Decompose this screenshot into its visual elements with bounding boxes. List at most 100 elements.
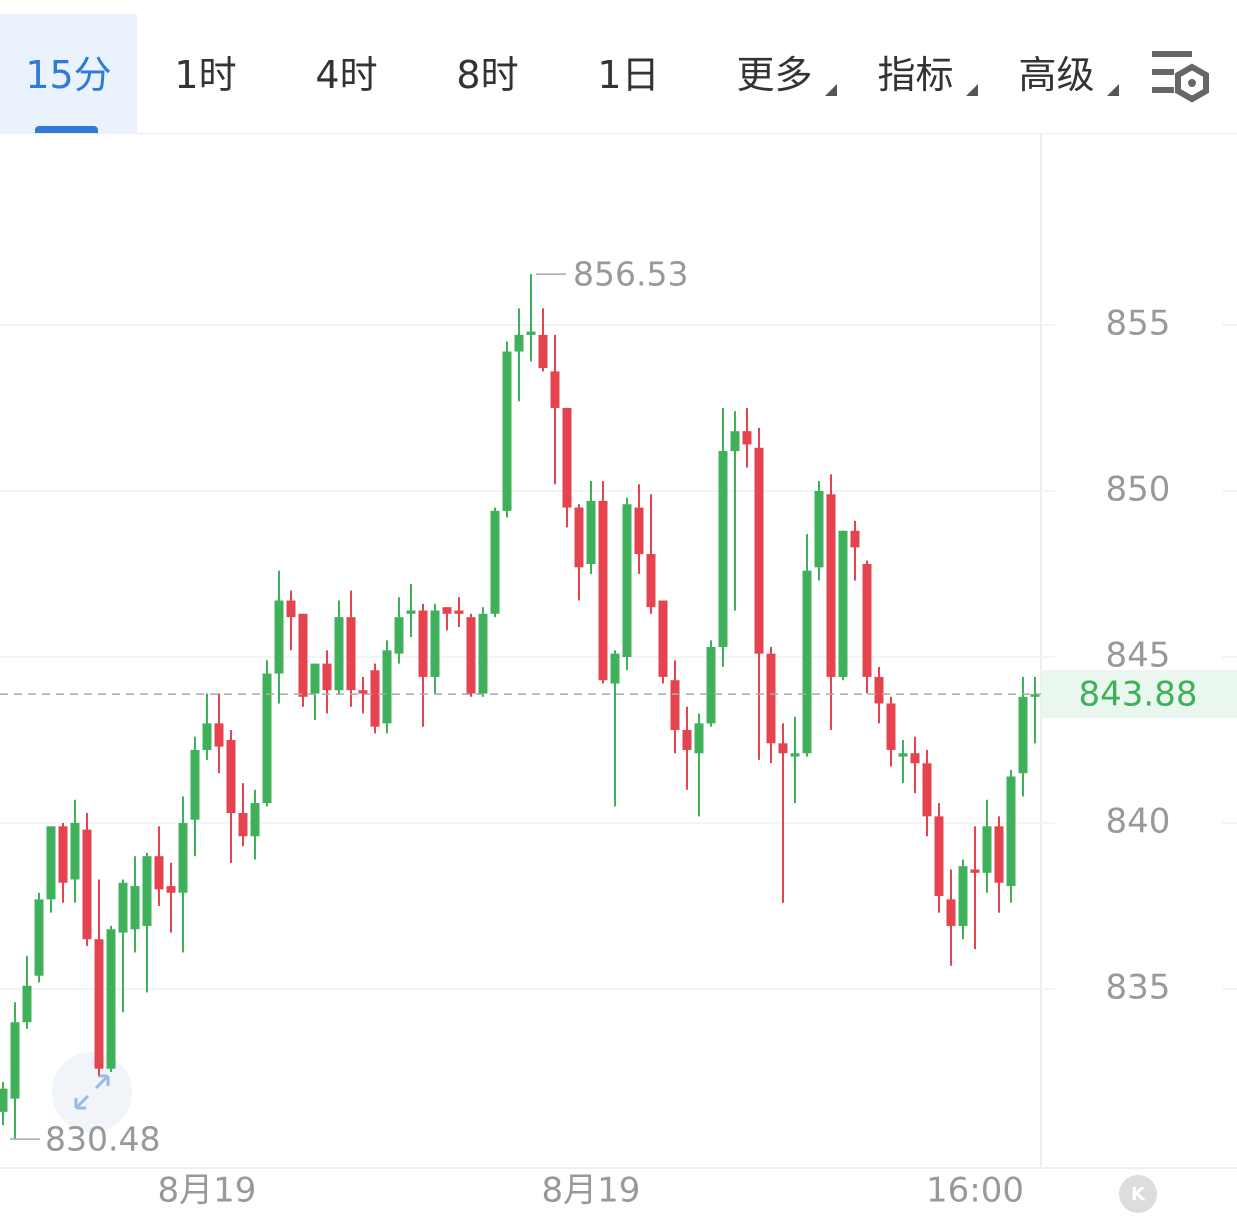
tab[interactable]: 更多 bbox=[706, 14, 843, 133]
tab-label: 15分 bbox=[25, 53, 112, 97]
candle-body bbox=[562, 407, 572, 508]
candle-body bbox=[550, 371, 560, 408]
candle-body bbox=[670, 680, 680, 731]
candle-body bbox=[1006, 776, 1016, 887]
candle-body bbox=[646, 554, 656, 608]
candle-body bbox=[634, 507, 644, 555]
tab[interactable]: 15分 bbox=[0, 14, 137, 133]
candle-body bbox=[874, 676, 884, 704]
candle-body bbox=[154, 856, 164, 890]
y-tick-label: 840 bbox=[1106, 802, 1171, 842]
candle-body bbox=[766, 653, 776, 744]
candle-body bbox=[202, 723, 212, 750]
candle-body bbox=[310, 663, 320, 694]
high-label: 856.53 bbox=[573, 255, 688, 294]
candle-body bbox=[922, 763, 932, 817]
candle-body bbox=[382, 650, 392, 724]
candle-body bbox=[94, 939, 104, 1069]
candle-body bbox=[106, 929, 116, 1069]
candle-body bbox=[790, 753, 800, 757]
candle-body bbox=[238, 813, 248, 837]
candle-body bbox=[178, 823, 188, 893]
tab-label: 指标 bbox=[877, 53, 954, 97]
x-tick-label: 8月19 bbox=[158, 1171, 257, 1211]
candle-body bbox=[934, 816, 944, 897]
candle-body bbox=[442, 607, 452, 614]
candle-body bbox=[682, 730, 692, 750]
candle-body bbox=[1030, 694, 1040, 697]
tab-label: 更多 bbox=[736, 53, 813, 97]
settings-icon[interactable] bbox=[1148, 45, 1218, 105]
tab-label: 8时 bbox=[456, 53, 519, 97]
candle-body bbox=[214, 723, 224, 747]
candle-body bbox=[970, 869, 980, 873]
tab[interactable]: 1时 bbox=[137, 14, 274, 133]
candle-body bbox=[958, 866, 968, 926]
candle-body bbox=[358, 690, 368, 694]
candle-body bbox=[370, 670, 380, 727]
candle-body bbox=[658, 600, 668, 677]
candle-body bbox=[0, 1088, 8, 1112]
candle-body bbox=[286, 600, 296, 618]
candle-body bbox=[742, 431, 752, 445]
tab-label: 1时 bbox=[174, 53, 237, 97]
candle-body bbox=[502, 351, 512, 511]
candle-body bbox=[814, 490, 824, 568]
candle-body bbox=[250, 803, 260, 837]
candle-body bbox=[190, 749, 200, 820]
candle-body bbox=[910, 753, 920, 764]
candle-body bbox=[46, 826, 56, 900]
tab[interactable]: 高级 bbox=[988, 14, 1125, 133]
candle-body bbox=[778, 743, 788, 754]
candle-body bbox=[478, 613, 488, 694]
tab-bar: 15分 1时 4时 8时 1日 更多 指标 高级 bbox=[0, 0, 1237, 134]
candle-body bbox=[166, 886, 176, 893]
candle-body bbox=[466, 617, 476, 694]
x-tick-label: 16:00 bbox=[926, 1171, 1024, 1211]
last-price-box bbox=[1041, 670, 1237, 719]
x-tick-label: 8月19 bbox=[542, 1171, 641, 1211]
candle-body bbox=[226, 739, 236, 814]
tab[interactable]: 4时 bbox=[278, 14, 415, 133]
candle-body bbox=[838, 530, 848, 677]
y-tick-label: 850 bbox=[1106, 469, 1171, 509]
candle-body bbox=[142, 856, 152, 926]
candle-body bbox=[34, 899, 44, 976]
candle-body bbox=[862, 564, 872, 677]
candle-body bbox=[118, 882, 128, 933]
candle-body bbox=[610, 653, 620, 684]
candle-body bbox=[82, 829, 92, 940]
candle-body bbox=[994, 826, 1004, 883]
tab-label: 4时 bbox=[315, 53, 378, 97]
candle-body bbox=[454, 610, 464, 614]
candle-body bbox=[898, 753, 908, 757]
tab[interactable]: 8时 bbox=[419, 14, 556, 133]
k-button[interactable] bbox=[1119, 1175, 1157, 1213]
candle-body bbox=[538, 334, 548, 369]
candle-body bbox=[730, 431, 740, 452]
candle-body bbox=[586, 500, 596, 565]
candle-body bbox=[706, 647, 716, 724]
candle-body bbox=[694, 723, 704, 754]
candle-body bbox=[22, 985, 32, 1023]
y-tick-label: 835 bbox=[1106, 968, 1171, 1008]
candle-body bbox=[322, 663, 332, 691]
candle-body bbox=[58, 826, 68, 883]
candle-body bbox=[574, 507, 584, 568]
candle-body bbox=[490, 510, 500, 614]
candle-body bbox=[274, 600, 284, 674]
candle-body bbox=[982, 826, 992, 873]
tab[interactable]: 1日 bbox=[560, 14, 697, 133]
candle-body bbox=[418, 610, 428, 677]
candle-body bbox=[946, 899, 956, 926]
candle-body bbox=[886, 703, 896, 750]
tab-label: 高级 bbox=[1018, 53, 1095, 97]
tab-label: 1日 bbox=[597, 53, 660, 97]
candle-body bbox=[406, 610, 416, 614]
candle-body bbox=[598, 500, 608, 681]
tab[interactable]: 指标 bbox=[847, 14, 984, 133]
candle-body bbox=[622, 504, 632, 657]
y-tick-label: 845 bbox=[1106, 635, 1171, 675]
